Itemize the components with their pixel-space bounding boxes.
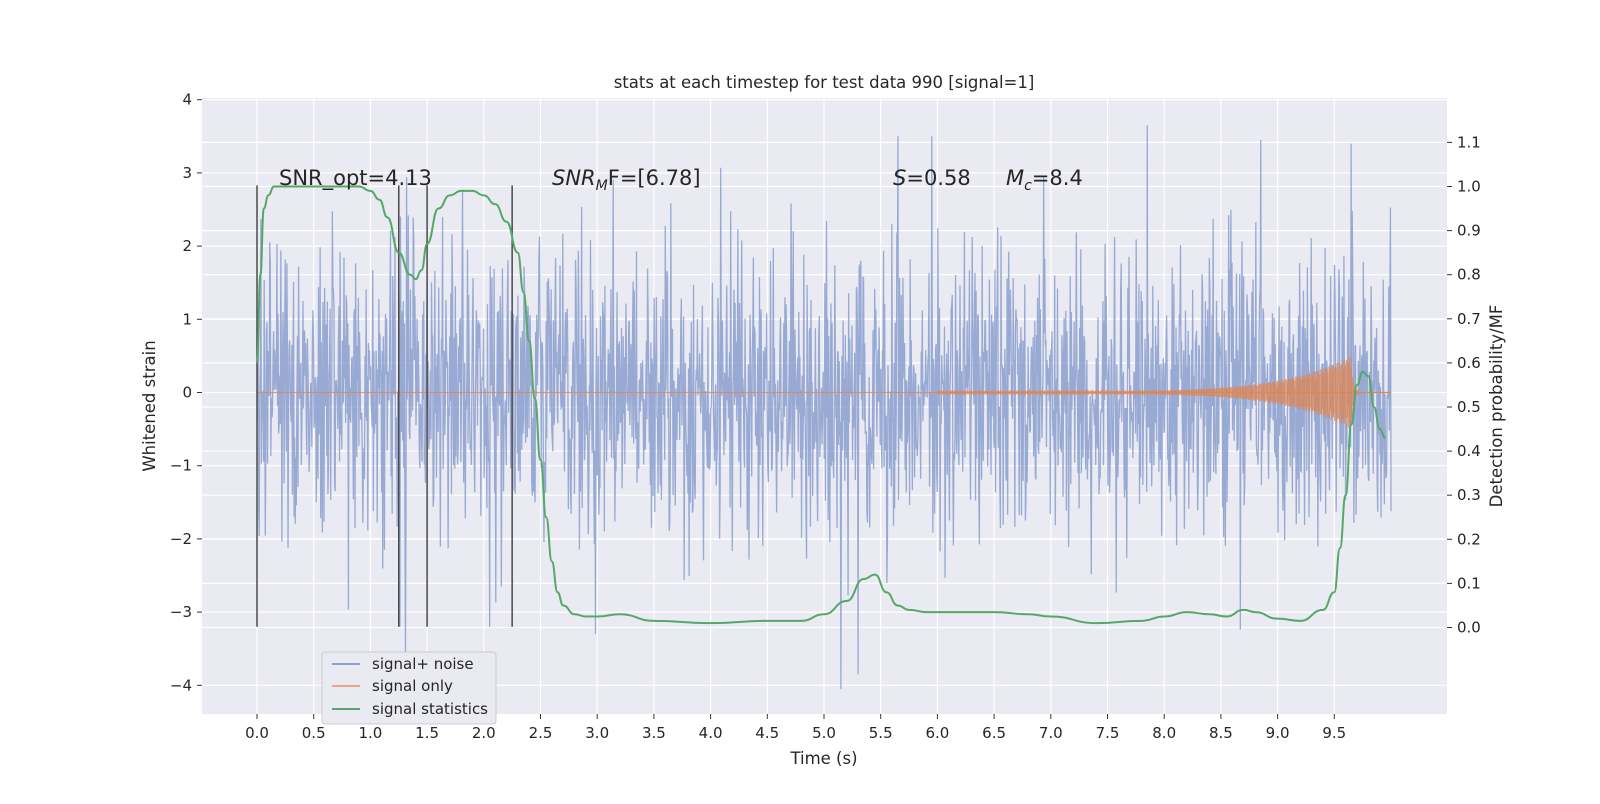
- y-left-tick-label: −3: [170, 603, 192, 621]
- legend-box: [321, 651, 497, 725]
- x-tick-label: 3.0: [585, 724, 609, 742]
- noise-line: [256, 125, 1392, 689]
- y-left-tick-label: 1: [182, 310, 192, 328]
- legend-label-noise: signal+ noise: [372, 655, 474, 673]
- vertical-markers: [256, 185, 513, 627]
- y-axis-left-label: Whitened strain: [140, 340, 159, 471]
- y-left-tick-label: −1: [170, 457, 192, 475]
- x-tick-label: 5.5: [869, 724, 893, 742]
- x-tick-label: 0.5: [302, 724, 326, 742]
- annotations: SNR_opt=4.13 SNRMF=[6.78] S=0.58 Mc=8.4: [279, 166, 1083, 194]
- x-tick-label: 7.0: [1039, 724, 1063, 742]
- y-right-tick-label: 0.9: [1457, 222, 1481, 240]
- annotation-s: S=0.58: [893, 166, 971, 190]
- annotation-snr-mf: SNRMF=[6.78]: [552, 166, 701, 194]
- signal-chirp: [936, 355, 1391, 428]
- signal-statistics-series: [256, 185, 1386, 625]
- legend-label-stats: signal statistics: [372, 700, 488, 718]
- x-tick-label: 4.0: [699, 724, 723, 742]
- signal-only-series: [257, 355, 1391, 428]
- y-right-tick-label: 0.4: [1457, 442, 1481, 460]
- y-right-tick-label: 1.1: [1457, 133, 1481, 151]
- y-right-tick-label: 0.5: [1457, 398, 1481, 416]
- y-axis-right-label: Detection probability/MF: [1487, 305, 1506, 508]
- annotation-s-val: =0.58: [906, 166, 970, 190]
- y-right-tick-label: 0.1: [1457, 574, 1481, 592]
- x-tick-label: 6.5: [982, 724, 1006, 742]
- x-tick-label: 9.5: [1322, 724, 1346, 742]
- y-left-tick-label: 4: [182, 91, 192, 109]
- y-left-tick-label: 3: [182, 164, 192, 182]
- y-right-tick-label: 0.6: [1457, 354, 1481, 372]
- legend: signal+ noise signal only signal statist…: [321, 651, 497, 725]
- y-left-tick-label: 2: [182, 237, 192, 255]
- annotation-snr-opt: SNR_opt=4.13: [279, 166, 432, 191]
- x-tick-label: 7.5: [1096, 724, 1120, 742]
- annotation-mc: Mc=8.4: [1006, 166, 1083, 194]
- axes: 0.0 0.5 1.0 1.5 2.0 2.5 3.0 3.5 4.0 4.5 5.0 5.5 6.0 6…: [170, 91, 1481, 742]
- y-right-tick-label: 0.3: [1457, 486, 1481, 504]
- x-tick-label: 4.5: [755, 724, 779, 742]
- x-tick-label: 6.0: [925, 724, 949, 742]
- x-tick-label: 3.5: [642, 724, 666, 742]
- signal-statistics-line: [256, 185, 1386, 625]
- annotation-mc-sub: c: [1024, 178, 1032, 194]
- annotation-snr-mf-rest: F=[6.78]: [608, 166, 701, 190]
- x-tick-label: 5.0: [812, 724, 836, 742]
- x-tick-label: 1.5: [415, 724, 439, 742]
- y-right-tick-label: 0.8: [1457, 266, 1481, 284]
- legend-label-signal: signal only: [372, 677, 453, 695]
- annotation-mc-val: =8.4: [1032, 166, 1083, 190]
- y-left-tick-label: 0: [182, 384, 192, 402]
- y-right-tick-label: 0.7: [1457, 310, 1481, 328]
- chart-title: stats at each timestep for test data 990…: [614, 73, 1035, 92]
- annotation-snr-mf-sub: M: [596, 178, 608, 194]
- x-tick-label: 8.0: [1152, 724, 1176, 742]
- x-tick-label: 8.5: [1209, 724, 1233, 742]
- x-tick-label: 2.5: [529, 724, 553, 742]
- y-right-tick-label: 0.0: [1457, 619, 1481, 637]
- y-right-tick-label: 1.0: [1457, 178, 1481, 196]
- x-tick-label: 1.0: [358, 724, 382, 742]
- annotation-mc-var: M: [1006, 166, 1024, 190]
- y-left-tick-label: −4: [170, 676, 192, 694]
- y-right-tick-label: 0.2: [1457, 530, 1481, 548]
- annotation-snr-mf-var: SNR: [552, 166, 596, 190]
- noise-series: [256, 125, 1392, 689]
- x-tick-label: 2.0: [472, 724, 496, 742]
- y-left-tick-label: −2: [170, 530, 192, 548]
- x-axis-label: Time (s): [789, 749, 857, 768]
- x-tick-label: 0.0: [245, 724, 269, 742]
- x-tick-label: 9.0: [1266, 724, 1290, 742]
- annotation-s-var: S: [893, 166, 906, 190]
